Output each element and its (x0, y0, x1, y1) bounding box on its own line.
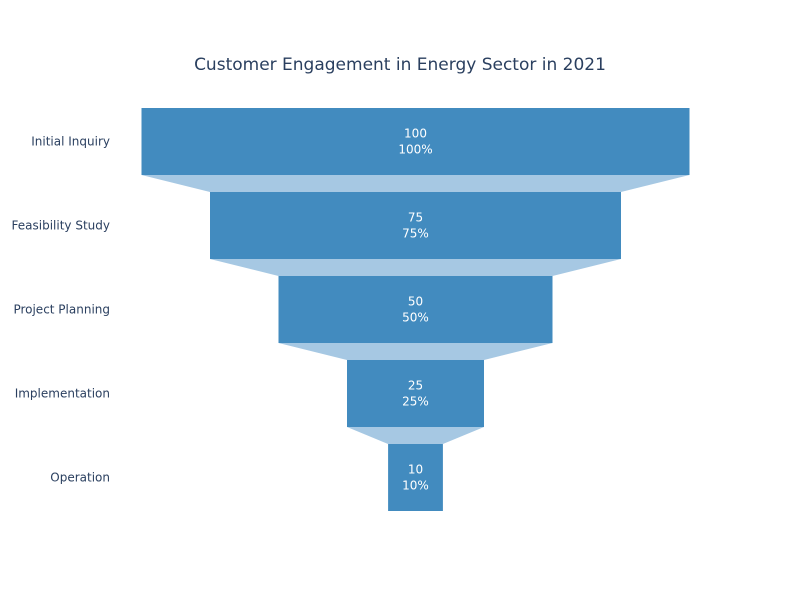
funnel-connector (347, 427, 484, 444)
funnel-bar (388, 444, 443, 511)
funnel-bar (278, 276, 553, 343)
stage-tick-label: Feasibility Study (12, 219, 110, 233)
bar-value-label: 50 (408, 295, 423, 309)
bar-percent-label: 10% (402, 479, 429, 493)
bar-percent-label: 75% (402, 227, 429, 241)
bar-value-label: 10 (408, 463, 423, 477)
bar-percent-label: 50% (402, 311, 429, 325)
stage-tick-label: Implementation (15, 387, 110, 401)
bar-value-label: 25 (408, 379, 423, 393)
funnel-connector (210, 259, 621, 276)
funnel-bar (141, 108, 690, 175)
stage-tick-label: Initial Inquiry (31, 135, 110, 149)
stage-tick-label: Operation (50, 471, 110, 485)
bar-value-label: 100 (404, 127, 427, 141)
funnel-connector (141, 175, 690, 192)
bar-value-label: 75 (408, 211, 423, 225)
funnel-bar (347, 360, 484, 427)
bar-percent-label: 25% (402, 395, 429, 409)
funnel-bar (210, 192, 621, 259)
funnel-connector (278, 343, 553, 360)
stage-tick-label: Project Planning (13, 303, 110, 317)
chart-title: Customer Engagement in Energy Sector in … (194, 55, 606, 75)
bar-percent-label: 100% (398, 143, 432, 157)
